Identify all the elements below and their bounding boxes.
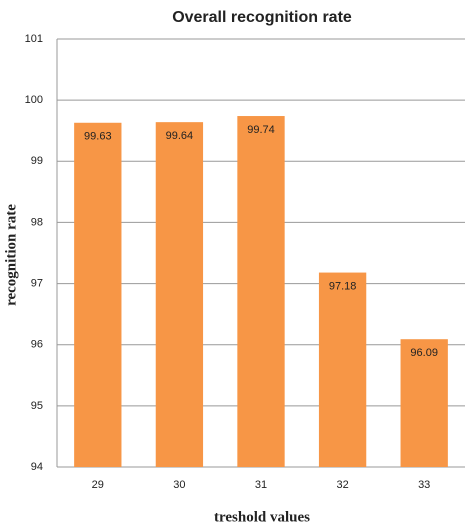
x-tick-label: 31: [255, 479, 267, 491]
y-tick-label: 94: [31, 461, 43, 473]
bar: [400, 339, 448, 467]
data-label: 99.74: [247, 124, 275, 136]
x-tick-label: 30: [173, 479, 185, 491]
chart-title: Overall recognition rate: [172, 9, 352, 26]
data-label: 99.64: [166, 130, 194, 142]
bar: [237, 116, 285, 467]
bar: [318, 272, 367, 467]
bar: [155, 122, 204, 467]
y-tick-label: 96: [31, 339, 43, 351]
y-tick-label: 98: [31, 216, 43, 228]
y-tick-label: 95: [31, 400, 43, 412]
x-tick-label: 32: [336, 479, 348, 491]
x-tick-label: 29: [92, 479, 104, 491]
data-label: 97.18: [329, 280, 357, 292]
data-label: 99.63: [84, 131, 112, 143]
y-tick-label: 100: [25, 94, 43, 106]
x-axis-label: treshold values: [214, 509, 310, 525]
x-tick-label: 33: [418, 479, 430, 491]
data-label: 96.09: [410, 347, 438, 359]
y-tick-label: 99: [31, 155, 43, 167]
y-axis-label: recognition rate: [3, 204, 19, 306]
y-tick-label: 101: [25, 33, 43, 45]
bar: [74, 122, 122, 467]
y-tick-label: 97: [31, 277, 43, 289]
